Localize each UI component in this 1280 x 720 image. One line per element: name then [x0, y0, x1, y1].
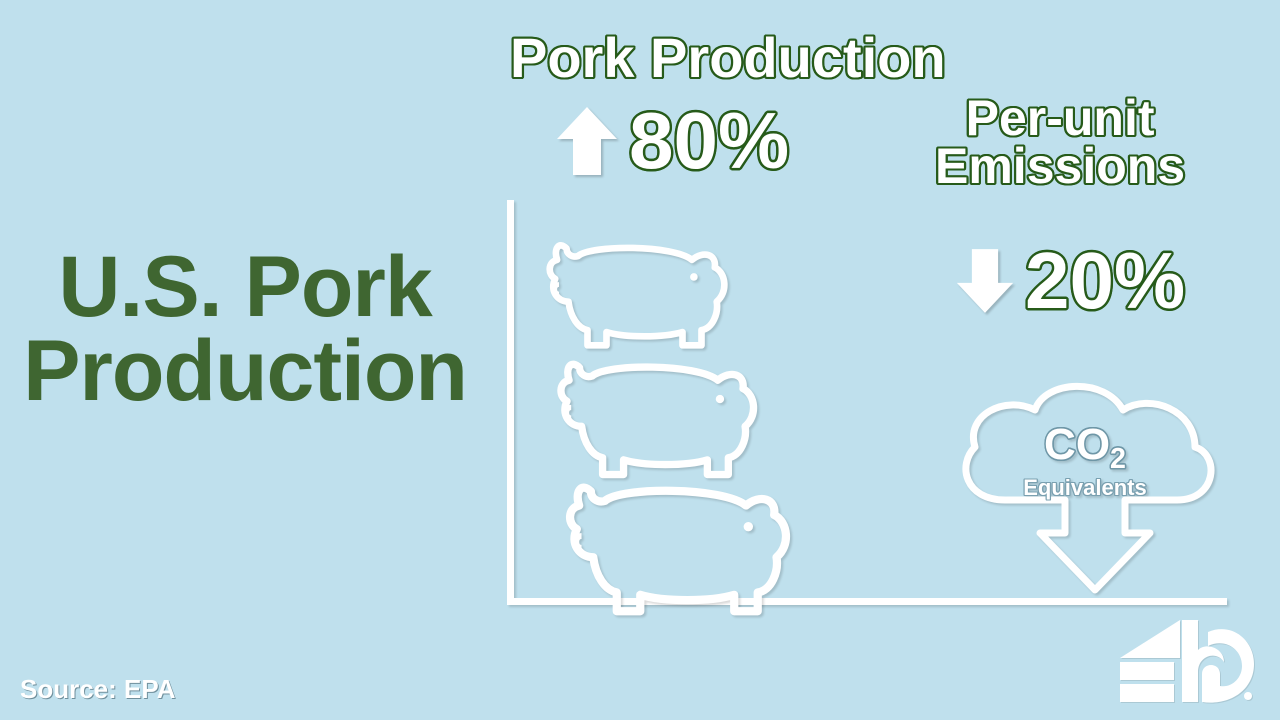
main-title: U.S. Pork Production: [0, 245, 490, 414]
emissions-header-line2: Emissions: [935, 143, 1185, 191]
pig-stack: [540, 235, 840, 595]
farm-bureau-logo-icon: [1120, 614, 1256, 704]
main-title-line2: Production: [0, 329, 490, 413]
emissions-header-line1: Per-unit: [935, 95, 1185, 143]
source-label: Source: EPA: [20, 674, 176, 705]
emissions-header: Per-unit Emissions: [935, 95, 1185, 190]
pig-icon: [550, 353, 760, 485]
cloud-co2-label: CO2: [945, 420, 1225, 470]
production-value: 80%: [629, 95, 789, 187]
production-header: Pork Production: [510, 25, 946, 90]
arrow-up-icon: [555, 105, 619, 177]
pig-icon: [558, 475, 793, 623]
production-stat: 80%: [555, 95, 789, 187]
co2-cloud: CO2 Equivalents: [945, 365, 1225, 595]
infographic-canvas: U.S. Pork Production Pork Production 80%…: [0, 0, 1280, 720]
pig-icon: [540, 235, 730, 355]
main-title-line1: U.S. Pork: [0, 245, 490, 329]
cloud-equivalents-label: Equivalents: [945, 475, 1225, 501]
